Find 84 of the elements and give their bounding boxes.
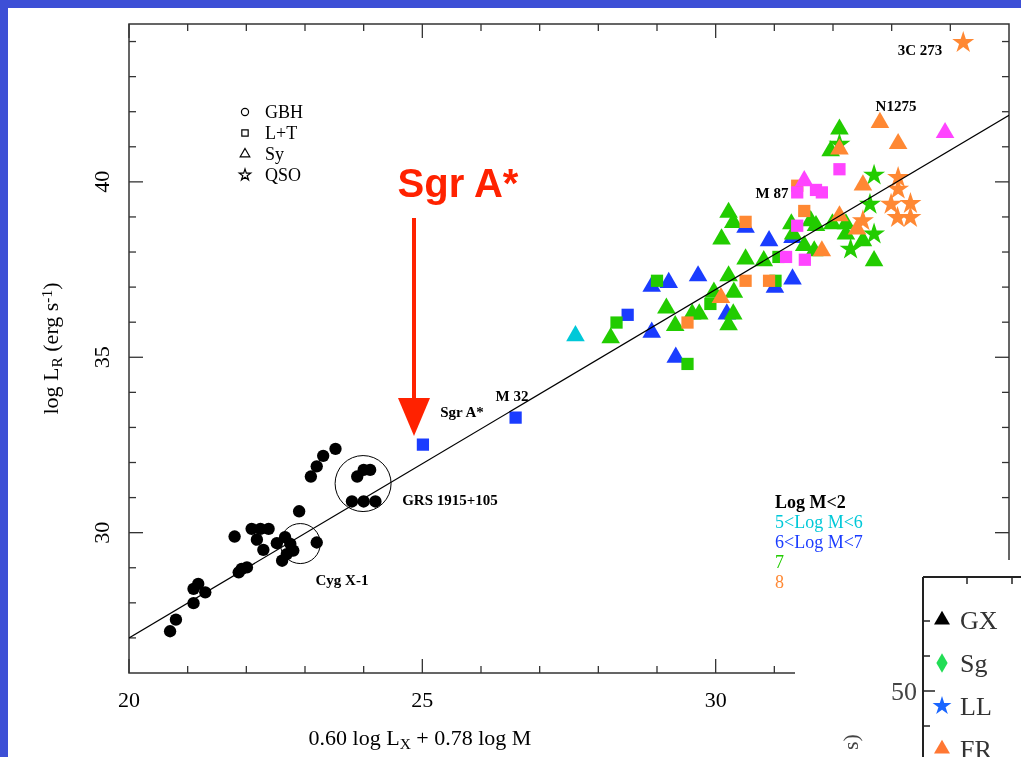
annotation: QSO [265, 165, 302, 185]
point [791, 219, 804, 232]
annotation: Sgr A* [440, 404, 484, 421]
point [863, 222, 886, 244]
point [863, 163, 886, 185]
annotation: Sy [265, 144, 285, 164]
point [830, 138, 849, 155]
annotation: M 87 [755, 185, 789, 202]
legend-label: GX [960, 606, 998, 635]
text: 6<Log M<7 [775, 532, 863, 552]
point [688, 265, 708, 282]
annotation: M 32 [495, 388, 529, 405]
legend-label: LL [960, 692, 992, 721]
point [851, 209, 874, 231]
point [858, 192, 881, 214]
point [880, 192, 903, 214]
point [864, 250, 884, 267]
point [329, 442, 342, 455]
point [798, 253, 811, 266]
point [665, 314, 685, 332]
text: 5<Log M<6 [775, 512, 863, 532]
point [659, 271, 679, 288]
point [712, 228, 731, 245]
point [310, 460, 323, 473]
point [739, 274, 752, 287]
y-tick-label: 30 [89, 521, 114, 544]
point [736, 248, 755, 265]
point [719, 265, 738, 282]
point [853, 174, 873, 191]
point [601, 327, 620, 344]
text: Log M<2 [775, 492, 846, 512]
point [681, 316, 694, 329]
point [779, 250, 793, 264]
annotation: GRS 1915+105 [402, 492, 498, 509]
point [317, 449, 330, 463]
point [935, 122, 955, 139]
text: 7 [775, 552, 784, 572]
text: 8 [775, 572, 784, 592]
point [275, 554, 289, 567]
x-tick-label: 25 [411, 687, 434, 712]
point [657, 297, 676, 314]
point [899, 192, 922, 213]
x-axis-title: 0.60 log L$_{X}$ + 0.78 log M [308, 725, 532, 752]
annotation: L+T [265, 123, 298, 143]
y-tick-label: 35 [89, 346, 114, 369]
point [724, 281, 744, 298]
point [830, 118, 849, 135]
point [416, 438, 430, 451]
point [304, 470, 318, 483]
point [187, 582, 200, 595]
point [794, 170, 814, 187]
point [642, 321, 662, 338]
point [163, 625, 177, 638]
point [762, 274, 776, 287]
point [228, 530, 241, 543]
point [711, 286, 731, 304]
point [888, 132, 908, 149]
point [257, 543, 270, 557]
point [621, 308, 634, 321]
x-tick-label: 30 [704, 687, 727, 712]
point [509, 411, 522, 424]
x-tick-label: 20 [118, 687, 140, 712]
point [839, 237, 862, 259]
point [681, 357, 694, 371]
annotation: GBH [265, 102, 304, 122]
annotation: Cyg X-1 [315, 572, 369, 589]
point [369, 495, 382, 508]
point [566, 325, 585, 342]
point [759, 230, 779, 247]
text: s) [838, 734, 863, 750]
point [783, 268, 802, 285]
legend-label: Sg [960, 649, 988, 678]
point [169, 613, 183, 626]
annotation: 3C 273 [897, 42, 943, 59]
y-tick-label: 40 [89, 170, 114, 193]
annotation: Sgr A* [397, 161, 519, 205]
point [739, 215, 752, 228]
point [870, 111, 890, 128]
point [250, 533, 264, 546]
point [292, 505, 306, 518]
point [610, 316, 623, 329]
point [812, 240, 832, 257]
annotation: N1275 [875, 98, 917, 115]
text: 50 [891, 677, 917, 706]
